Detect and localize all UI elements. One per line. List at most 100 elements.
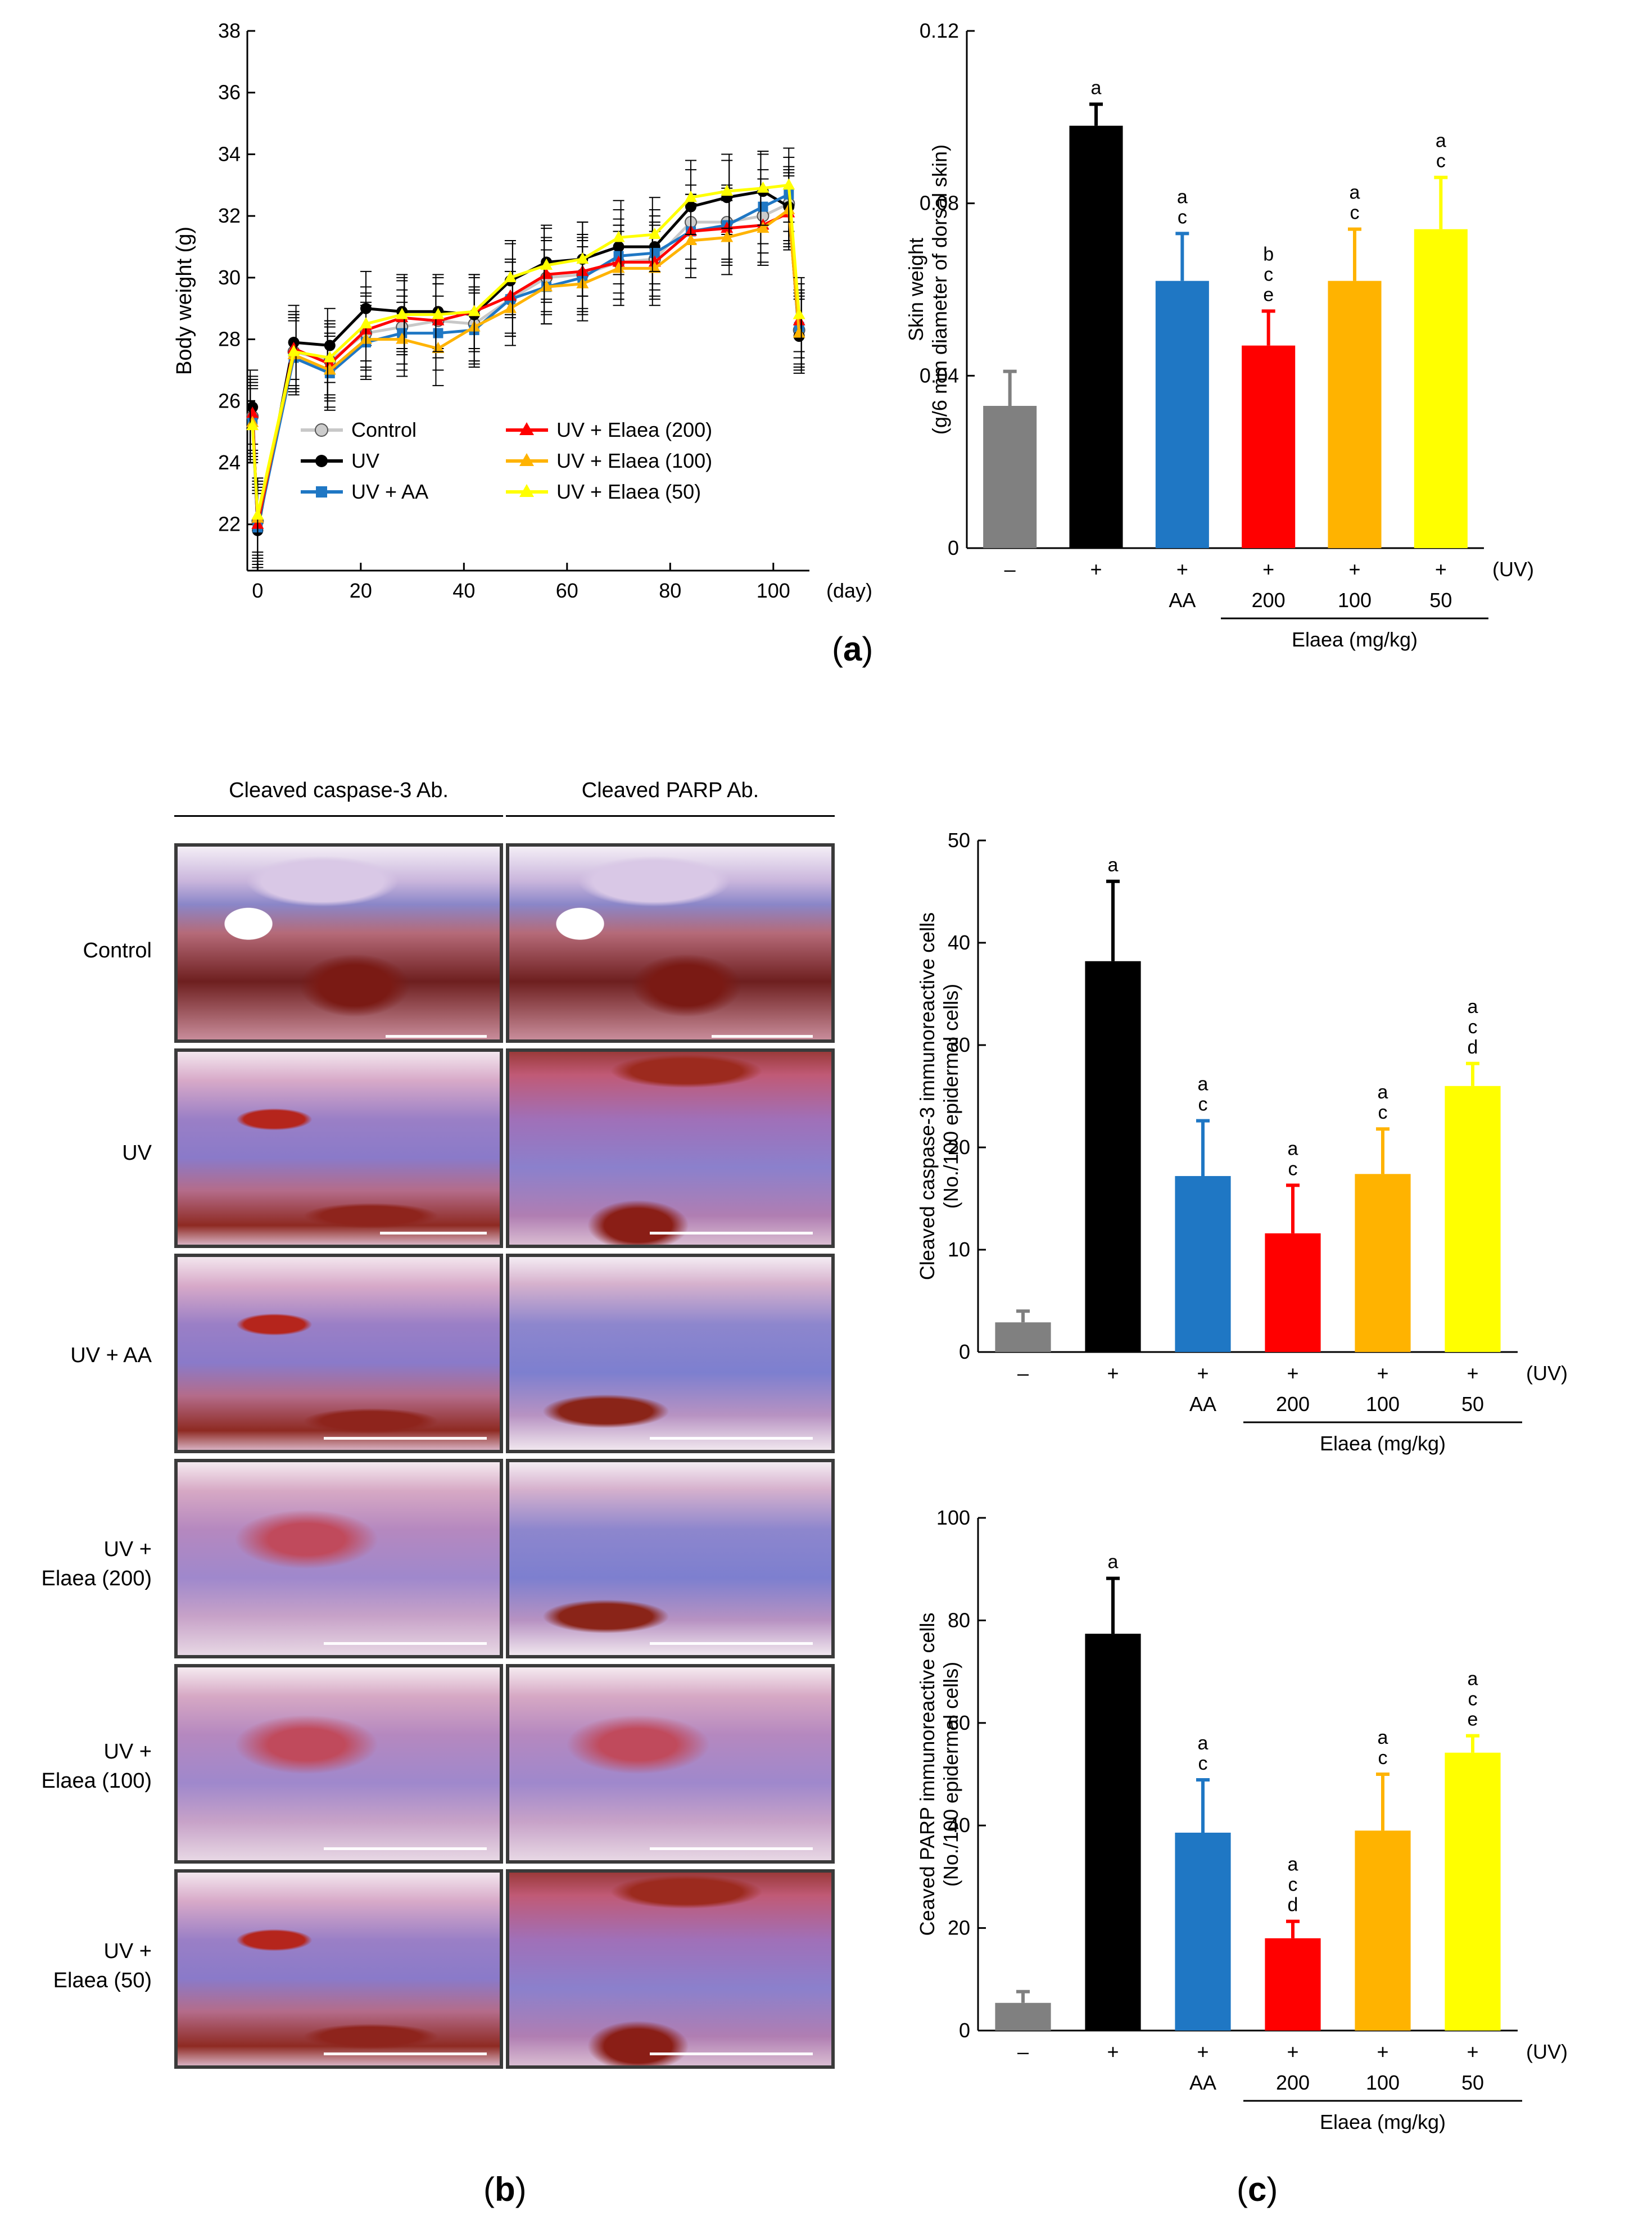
legend-marker-e200 bbox=[519, 422, 534, 435]
bar-control bbox=[983, 406, 1037, 548]
bar-aa bbox=[1175, 1832, 1231, 2031]
bar-e50 bbox=[1445, 1752, 1501, 2031]
significance-letter: a bbox=[1468, 1669, 1478, 1690]
point-e100 bbox=[612, 261, 625, 273]
point-e100 bbox=[757, 221, 770, 233]
y-tick-label: 24 bbox=[218, 451, 241, 474]
legend-marker-e100 bbox=[519, 453, 534, 466]
y-axis-label: Body weight (g) bbox=[173, 227, 196, 375]
x-axis-unit: (day) bbox=[826, 579, 872, 602]
significance-letter: a bbox=[1288, 1854, 1298, 1875]
histology-row-label-uv-elaea-100: UV + Elaea (100) bbox=[41, 1740, 152, 1793]
point-e100 bbox=[648, 261, 661, 273]
y-tick-label: 38 bbox=[218, 19, 241, 42]
histology-image-uv-elaea-50-parp bbox=[506, 1869, 835, 2069]
y-tick-label: 10 bbox=[948, 1238, 970, 1261]
histology-header-caspase3: Cleaved caspase-3 Ab. bbox=[229, 779, 449, 802]
y-axis-label: Ceaved PARP immunoreactive cells bbox=[916, 1613, 939, 1936]
uv-indicator: + bbox=[1107, 1362, 1119, 1385]
bar-e200 bbox=[1265, 1938, 1321, 2031]
significance-letter: a bbox=[1378, 1082, 1388, 1103]
point-e100 bbox=[721, 230, 734, 242]
bar-uv bbox=[1085, 961, 1141, 1352]
series-line-aa bbox=[251, 192, 801, 528]
y-tick-label: 100 bbox=[936, 1506, 970, 1529]
uv-indicator: + bbox=[1467, 2040, 1478, 2063]
x-tick-label: 80 bbox=[659, 579, 681, 602]
y-tick-label: 22 bbox=[218, 513, 241, 536]
treatment-label: AA bbox=[1189, 1392, 1216, 1416]
treatment-label: 200 bbox=[1276, 2071, 1310, 2094]
y-tick-label: 0.12 bbox=[920, 19, 959, 42]
point-aa bbox=[433, 328, 443, 338]
legend-label-e200: UV + Elaea (200) bbox=[556, 418, 712, 441]
y-tick-label: 0.04 bbox=[920, 364, 959, 387]
y-tick-label: 20 bbox=[948, 1136, 970, 1159]
legend-label-e100: UV + Elaea (100) bbox=[556, 449, 712, 472]
point-e50 bbox=[432, 308, 445, 319]
significance-letter: a bbox=[1177, 186, 1188, 207]
point-e200 bbox=[504, 289, 517, 301]
significance-letter: a bbox=[1198, 1074, 1209, 1095]
treatment-label: AA bbox=[1189, 2071, 1216, 2094]
point-e50 bbox=[648, 228, 661, 239]
body-weight-chart: 22 24 26 28 30 32 34 36 38 0 20 40 60 80 100 (day) Body … bbox=[173, 19, 872, 602]
histology-image-uv-parp bbox=[506, 1048, 835, 1248]
parp-chart: 0 20 40 60 80 100 Ceaved PARP immunoreactive c… bbox=[916, 1506, 1568, 2133]
x-tick-label: 20 bbox=[350, 579, 372, 602]
significance-letter: a bbox=[1091, 77, 1102, 98]
point-aa bbox=[758, 201, 768, 212]
uv-row-label: (UV) bbox=[1526, 2040, 1568, 2063]
point-e200 bbox=[432, 314, 445, 325]
point-e100 bbox=[504, 301, 517, 313]
point-e100 bbox=[684, 234, 697, 246]
point-e50 bbox=[782, 178, 795, 190]
y-tick-label: 34 bbox=[218, 142, 241, 165]
y-tick-label: 20 bbox=[948, 1916, 970, 1939]
x-tick-label: 60 bbox=[556, 579, 578, 602]
y-tick-label: 40 bbox=[948, 1814, 970, 1837]
treatment-label: 200 bbox=[1252, 589, 1286, 612]
point-e200 bbox=[612, 255, 625, 267]
histology-header-parp: Cleaved PARP Ab. bbox=[581, 779, 759, 802]
bar-aa bbox=[1155, 281, 1209, 548]
histology-image-uv-aa-caspase3 bbox=[174, 1254, 503, 1453]
histology-image-uv-elaea-100-caspase3 bbox=[174, 1664, 503, 1864]
point-e50 bbox=[246, 419, 259, 431]
bar-uv bbox=[1085, 1634, 1141, 2031]
treatment-label: 200 bbox=[1276, 1392, 1310, 1416]
uv-row-label: (UV) bbox=[1526, 1362, 1568, 1385]
treatment-label: 50 bbox=[1461, 1392, 1484, 1416]
y-tick-label: 30 bbox=[218, 266, 241, 289]
y-tick-label: 40 bbox=[948, 931, 970, 954]
legend-label-e50: UV + Elaea (50) bbox=[556, 480, 701, 503]
significance-letter: c bbox=[1468, 1689, 1478, 1710]
y-tick-label: 32 bbox=[218, 204, 241, 227]
uv-row-label: (UV) bbox=[1492, 558, 1534, 581]
treatment-label: 100 bbox=[1366, 2071, 1400, 2094]
significance-letter: c bbox=[1378, 1747, 1388, 1769]
histology-image-uv-elaea-50-caspase3 bbox=[174, 1869, 503, 2069]
histology-header-rule-caspase3 bbox=[174, 815, 503, 817]
bar-e200 bbox=[1265, 1233, 1321, 1352]
significance-letter: d bbox=[1468, 1037, 1478, 1058]
y-tick-label: 26 bbox=[218, 389, 241, 412]
significance-letter: a bbox=[1378, 1727, 1388, 1748]
group-label: Elaea (mg/kg) bbox=[1320, 2110, 1446, 2133]
series-line-e50 bbox=[251, 183, 801, 516]
y-axis-label: (No./100 epidermal cells) bbox=[939, 984, 962, 1209]
legend-marker-uv bbox=[315, 455, 328, 467]
point-uv bbox=[613, 241, 624, 252]
uv-indicator: + bbox=[1197, 2040, 1209, 2063]
point-e50 bbox=[540, 258, 553, 270]
uv-indicator: + bbox=[1287, 1362, 1298, 1385]
histology-image-uv-elaea-200-parp bbox=[506, 1459, 835, 1658]
bar-control bbox=[995, 1322, 1051, 1352]
significance-letter: c bbox=[1198, 1753, 1208, 1774]
y-axis-label: (No./100 epidermal cells) bbox=[939, 1662, 962, 1887]
uv-indicator: + bbox=[1348, 558, 1360, 581]
significance-letter: a bbox=[1468, 996, 1478, 1018]
significance-letter: a bbox=[1108, 854, 1119, 876]
point-uv bbox=[324, 340, 336, 351]
x-tick-label: 0 bbox=[252, 579, 263, 602]
